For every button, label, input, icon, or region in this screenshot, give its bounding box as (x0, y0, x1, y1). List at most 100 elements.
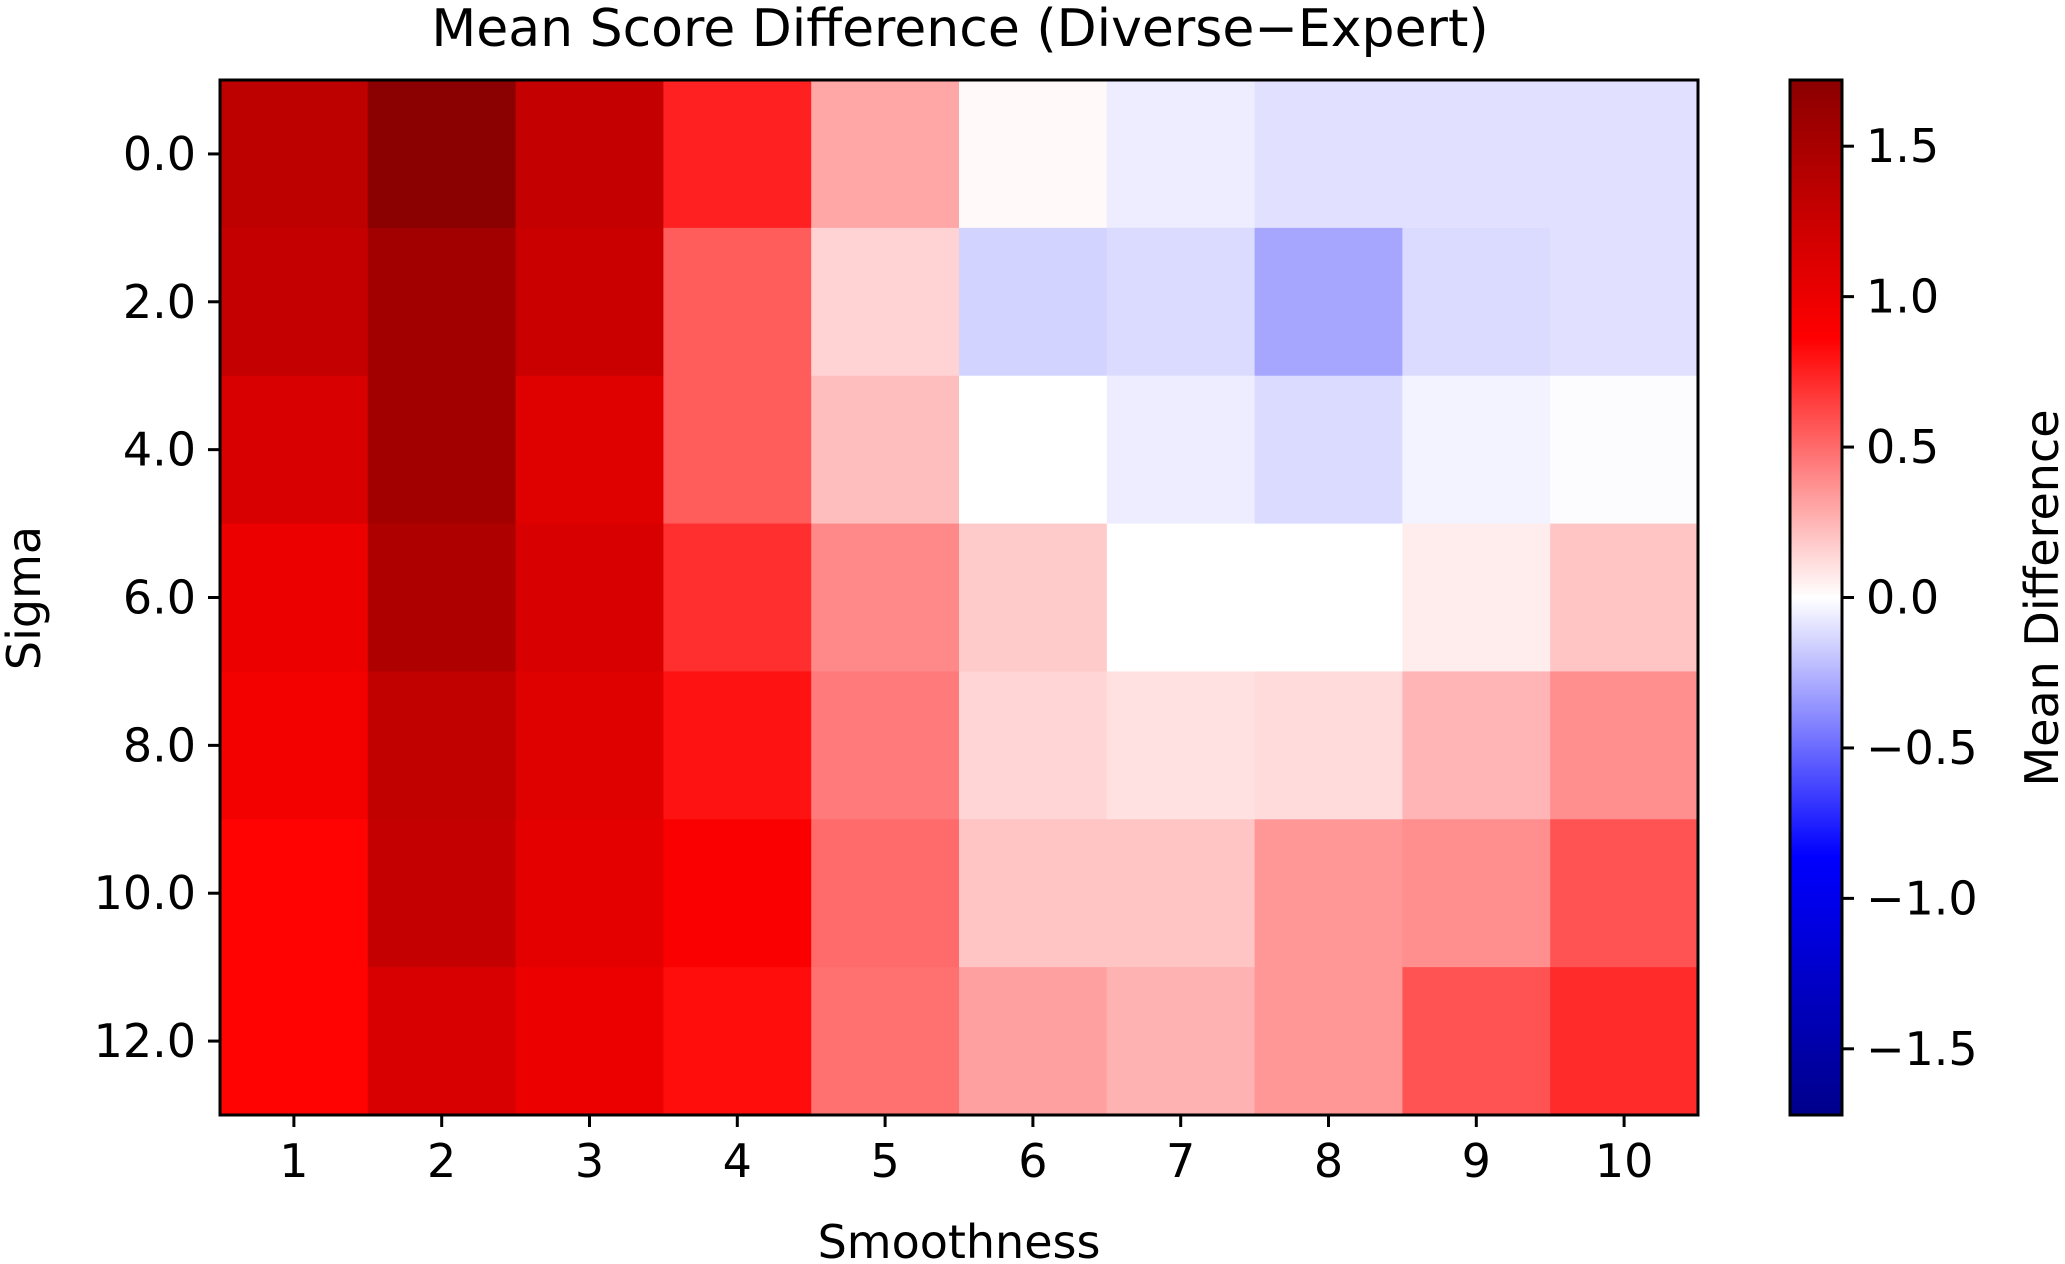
heatmap-cell (1402, 967, 1551, 1116)
colorbar-tick-label: −0.5 (1866, 721, 1978, 775)
colorbar-ticks: 1.5 1.0 0.5 0.0 −0.5 −1.0 −1.5 (1842, 119, 1978, 1076)
heatmap-cell (515, 375, 664, 525)
x-tick-label: 10 (1595, 1134, 1654, 1188)
heatmap-cell (1254, 819, 1403, 968)
heatmap-cell (1402, 375, 1551, 525)
x-tick-label: 4 (723, 1134, 752, 1188)
heatmap-cell (1254, 227, 1403, 377)
x-axis-label: Smoothness (818, 1215, 1101, 1264)
chart-title: Mean Score Difference (Diverse−Expert) (431, 0, 1488, 59)
x-tick-label: 7 (1166, 1134, 1195, 1188)
y-axis-label: Sigma (0, 526, 51, 670)
heatmap-cell (1106, 523, 1256, 672)
heatmap-cell (220, 80, 369, 229)
heatmap-cell (1550, 80, 1699, 229)
heatmap-cell (1254, 80, 1403, 229)
heatmap-cell (959, 227, 1108, 377)
heatmap-cell (663, 80, 812, 229)
heatmap-cell (367, 819, 517, 968)
colorbar-tick-label: 1.5 (1866, 119, 1939, 173)
x-tick-label: 2 (427, 1134, 456, 1188)
x-tick-label: 1 (279, 1134, 308, 1188)
heatmap-cell (1402, 80, 1551, 229)
colorbar-tick-label: −1.0 (1866, 871, 1978, 925)
heatmap-cell (959, 523, 1108, 672)
colorbar-label: Mean Difference (2015, 409, 2065, 786)
heatmap-cell (1106, 819, 1256, 968)
heatmap-cell (663, 227, 812, 377)
heatmap-cell (811, 375, 960, 525)
heatmap-cell (1550, 671, 1699, 820)
x-tick-label: 3 (575, 1134, 604, 1188)
heatmap-cell (515, 80, 664, 229)
heatmap-cell (220, 671, 369, 820)
y-axis-ticks: 0.0 2.0 4.0 6.0 8.0 10.0 12.0 (94, 127, 220, 1068)
x-tick-label: 6 (1018, 1134, 1047, 1188)
heatmap-cells (220, 80, 1699, 1116)
heatmap-cell (1550, 227, 1699, 377)
heatmap-cell (1106, 671, 1256, 820)
heatmap-cell (1402, 227, 1551, 377)
heatmap-cell (515, 523, 664, 672)
heatmap-cell (1254, 967, 1403, 1116)
heatmap-cell (1106, 80, 1256, 229)
colorbar-tick-label: 0.0 (1866, 571, 1939, 625)
heatmap-cell (959, 375, 1108, 525)
y-tick-label: 4.0 (123, 423, 196, 477)
heatmap-cell (515, 671, 664, 820)
heatmap-cell (811, 80, 960, 229)
heatmap-cell (663, 967, 812, 1116)
heatmap-cell (220, 227, 369, 377)
heatmap-cell (959, 671, 1108, 820)
colorbar-tick-label: −1.5 (1866, 1022, 1978, 1076)
y-tick-label: 2.0 (123, 275, 196, 329)
x-axis-ticks: 1 2 3 4 5 6 7 8 9 10 (279, 1115, 1653, 1188)
colorbar-tick-label: 1.0 (1866, 270, 1939, 324)
y-tick-label: 10.0 (94, 866, 196, 920)
heatmap-cell (811, 227, 960, 377)
heatmap-cell (811, 671, 960, 820)
colorbar (1788, 78, 1844, 1117)
heatmap-cell (220, 375, 369, 525)
heatmap-cell (1402, 671, 1551, 820)
heatmap-cell (663, 819, 812, 968)
heatmap-cell (1254, 523, 1403, 672)
heatmap-cell (959, 819, 1108, 968)
heatmap-cell (367, 375, 517, 525)
heatmap-cell (1550, 523, 1699, 672)
heatmap-cell (663, 375, 812, 525)
heatmap-cell (367, 227, 517, 377)
heatmap-cell (1254, 375, 1403, 525)
heatmap-cell (663, 523, 812, 672)
heatmap-cell (220, 523, 369, 672)
heatmap-cell (367, 523, 517, 672)
heatmap-cell (1106, 967, 1256, 1116)
heatmap-cell (1550, 967, 1699, 1116)
heatmap-cell (515, 227, 664, 377)
heatmap-cell (1550, 375, 1699, 525)
x-tick-label: 9 (1462, 1134, 1491, 1188)
heatmap-cell (1254, 671, 1403, 820)
heatmap-cell (811, 819, 960, 968)
colorbar-tick-label: 0.5 (1866, 420, 1939, 474)
heatmap-cell (367, 80, 517, 229)
heatmap-cell (1106, 227, 1256, 377)
heatmap-cell (220, 819, 369, 968)
heatmap-cell (811, 523, 960, 672)
heatmap-cell (1106, 375, 1256, 525)
x-tick-label: 5 (870, 1134, 899, 1188)
heatmap-cell (1402, 523, 1551, 672)
heatmap-cell (367, 671, 517, 820)
heatmap-cell (515, 967, 664, 1116)
heatmap-cell (959, 967, 1108, 1116)
heatmap-cell (220, 967, 369, 1116)
heatmap-cell (367, 967, 517, 1116)
heatmap-cell (811, 967, 960, 1116)
heatmap-cell (663, 671, 812, 820)
heatmap-cell (1550, 819, 1699, 968)
y-tick-label: 0.0 (123, 127, 196, 181)
heatmap-cell (515, 819, 664, 968)
y-tick-label: 6.0 (123, 571, 196, 625)
heatmap-cell (1402, 819, 1551, 968)
